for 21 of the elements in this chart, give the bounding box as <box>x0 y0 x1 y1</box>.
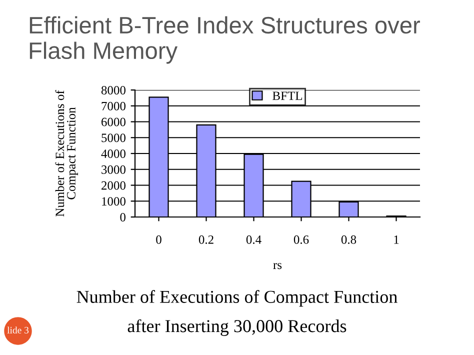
x-axis-title: rs <box>273 263 282 270</box>
x-tick-label: 0.4 <box>246 235 262 244</box>
text: lide 3 <box>7 326 29 334</box>
x-tick-label: 0 <box>156 235 162 244</box>
y-axis-title: Number of Executions of Compact Function <box>55 90 78 216</box>
x-tick-label: 0.2 <box>198 235 214 244</box>
x-tick-label: 0.6 <box>294 235 309 244</box>
y-tick-label: 7000 <box>102 102 126 110</box>
y-tick-label: 0 <box>120 213 126 222</box>
chart-title: Efficient B-Tree Index Structures over Flash Memory <box>30 16 420 64</box>
x-tick-label: 1 <box>394 235 399 244</box>
text: Number of Executions of Compact Function after Inserting 30,000 Records <box>76 290 398 336</box>
y-tick-label: 8000 <box>101 86 126 94</box>
y-tick-label: 5000 <box>102 134 126 142</box>
y-tick-label: 6000 <box>102 118 126 126</box>
y-tick-label: 4000 <box>101 150 126 158</box>
y-tick-label: 1000 <box>102 197 126 206</box>
y-tick-label: 3000 <box>102 165 126 174</box>
legend-label: BFTL <box>272 92 302 100</box>
y-tick-label: 2000 <box>102 181 126 190</box>
x-tick-label: 0.8 <box>341 235 356 244</box>
